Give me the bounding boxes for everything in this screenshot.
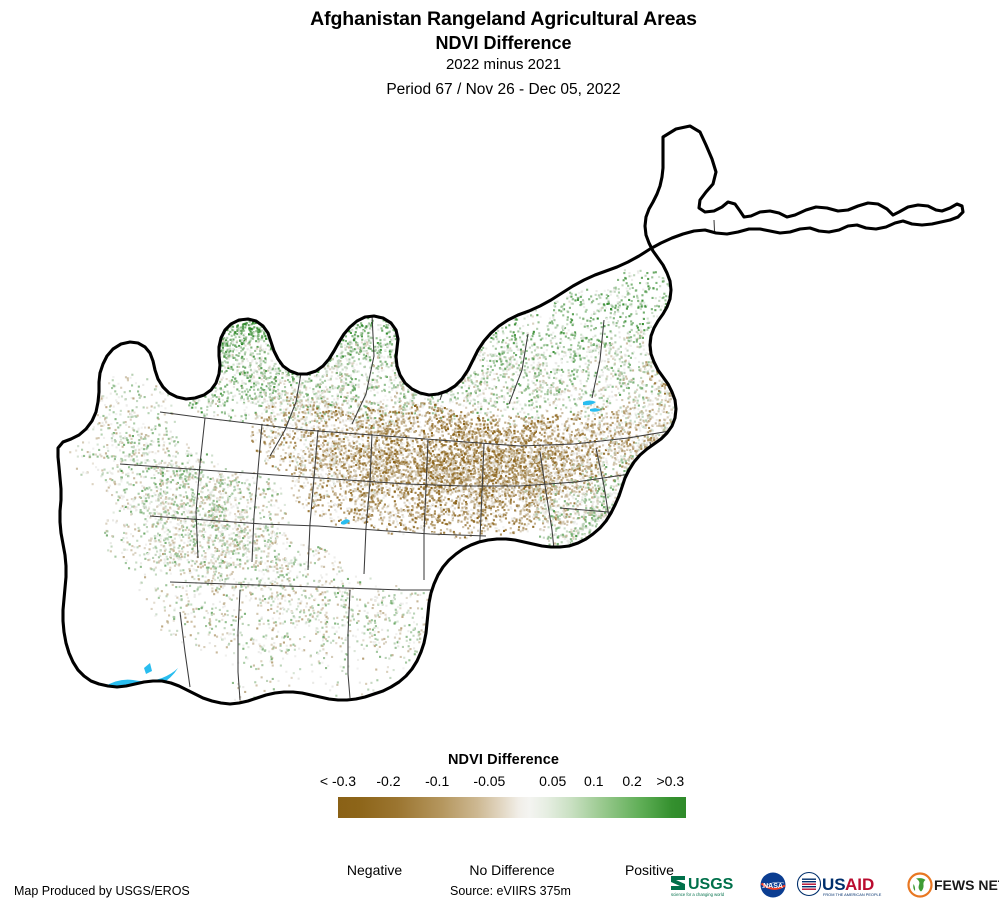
legend-tick: -0.1: [425, 773, 449, 789]
province-boundary: [347, 589, 351, 699]
province-boundary: [811, 333, 815, 363]
usgs-wave-mark: [671, 876, 685, 890]
legend-class-labels: Negative No Difference Positive: [0, 862, 1007, 882]
province-boundary: [179, 611, 191, 688]
usaid-logo[interactable]: US AID FROM THE AMERICAN PEOPLE: [795, 870, 900, 900]
legend-class-label: Negative: [347, 862, 402, 878]
water-body: [676, 392, 684, 397]
nasa-meatball: [760, 872, 786, 898]
legend-tick: -0.2: [376, 773, 400, 789]
partner-logos: USGS science for a changing world NASA: [669, 868, 999, 902]
water-body: [341, 519, 350, 525]
legend-tick: < -0.3: [320, 773, 356, 789]
water-body: [866, 348, 890, 354]
map-legend: NDVI Difference < -0.3 -0.2 -0.1 -0.05 0.05 0…: [0, 752, 1007, 882]
province-boundary: [351, 314, 375, 425]
usaid-wordmark-aid: AID: [845, 875, 874, 894]
province-boundary: [237, 589, 241, 701]
province-boundary: [683, 261, 693, 385]
legend-tick: 0.1: [584, 773, 603, 789]
province-boundary: [675, 307, 741, 333]
map-comparison-label: 2022 minus 2021: [0, 56, 1007, 75]
province-boundary: [867, 337, 871, 365]
data-source-credit: Source: eVIIRS 375m: [450, 884, 571, 898]
legend-class-label: No Difference: [469, 862, 554, 878]
legend-tick: -0.05: [473, 773, 505, 789]
water-body: [590, 408, 601, 412]
usgs-logo[interactable]: USGS science for a changing world: [669, 870, 751, 900]
province-boundary: [149, 515, 487, 537]
water-body: [144, 663, 152, 674]
province-boundary: [195, 417, 206, 559]
province-boundary: [649, 441, 663, 519]
water-body: [583, 400, 596, 406]
nasa-logo[interactable]: NASA: [758, 870, 788, 900]
province-boundary: [577, 551, 668, 557]
province-boundary: [159, 411, 677, 447]
map-subtitle: NDVI Difference: [0, 33, 1007, 55]
page-title: Afghanistan Rangeland Agricultural Areas: [0, 8, 1007, 32]
usgs-wordmark: USGS: [688, 876, 734, 893]
province-boundary: [363, 433, 373, 575]
legend-tick-labels: < -0.3 -0.2 -0.1 -0.05 0.05 0.1 0.2 >0.3: [0, 773, 1007, 792]
province-boundary: [759, 329, 763, 361]
usaid-seal: [796, 871, 822, 897]
province-boundary: [119, 463, 679, 487]
map-footer: Map Produced by USGS/EROS Source: eVIIRS…: [0, 862, 1007, 912]
nasa-swoosh: [760, 882, 786, 890]
afghanistan-map[interactable]: [0, 112, 1007, 742]
legend-tick: 0.05: [539, 773, 566, 789]
province-boundary: [423, 439, 429, 580]
usgs-tagline: science for a changing world: [671, 892, 725, 897]
fews-net-logo[interactable]: FEWS NET: [907, 870, 999, 900]
usaid-tagline: FROM THE AMERICAN PEOPLE: [823, 892, 882, 897]
ndvi-color-ramp: [338, 797, 686, 818]
fews-net-wordmark: FEWS NET: [934, 877, 999, 893]
usaid-wordmark-us: US: [822, 875, 846, 894]
producer-credit: Map Produced by USGS/EROS: [14, 884, 190, 898]
province-boundary: [591, 319, 605, 399]
map-header: Afghanistan Rangeland Agricultural Areas…: [0, 0, 1007, 100]
province-boundary: [508, 333, 529, 405]
fews-globe-icon: [907, 872, 933, 898]
legend-tick: >0.3: [657, 773, 685, 789]
water-body: [738, 328, 748, 333]
legend-tick: 0.2: [622, 773, 641, 789]
map-canvas[interactable]: [0, 112, 1007, 742]
legend-title: NDVI Difference: [0, 752, 1007, 768]
legend-colorbar: [338, 797, 686, 818]
nasa-wordmark: NASA: [763, 883, 783, 890]
legend-class-label: Positive: [625, 862, 674, 878]
province-boundary: [251, 423, 263, 563]
province-boundary: [307, 429, 319, 571]
map-period-label: Period 67 / Nov 26 - Dec 05, 2022: [0, 80, 1007, 99]
